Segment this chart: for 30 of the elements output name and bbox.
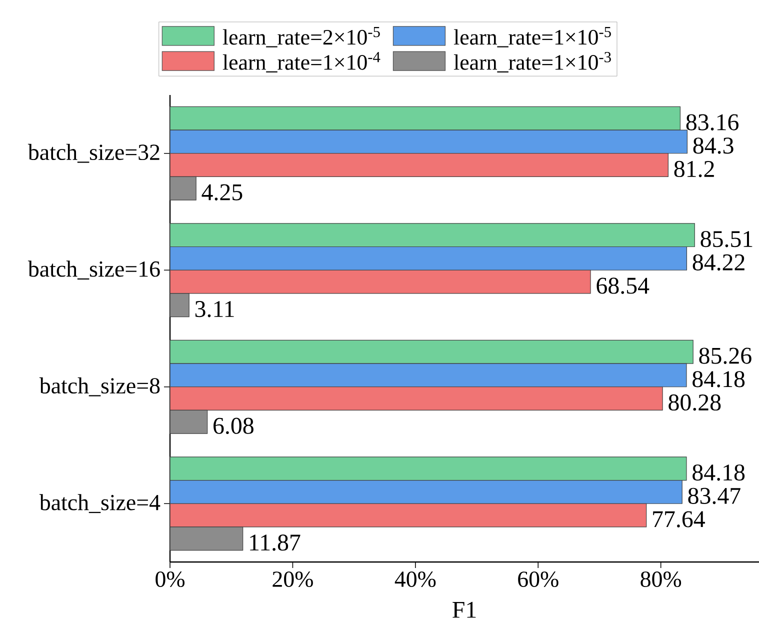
x-tick-label: 40% xyxy=(394,572,436,588)
data-label: 11.87 xyxy=(250,534,300,551)
data-label: 4.25 xyxy=(202,184,242,200)
data-label: 77.64 xyxy=(653,511,705,528)
legend-label: learn_rate=2×10$^{-5}$ xyxy=(222,26,380,48)
data-label: 85.51 xyxy=(700,230,752,248)
data-label: 80.28 xyxy=(668,394,721,411)
y-tick-label: batch_size=32 xyxy=(28,144,160,163)
data-label: 84.18 xyxy=(692,371,745,388)
data-label: 84.3 xyxy=(693,138,734,154)
x-tick-label: 20% xyxy=(272,572,313,588)
y-tick-label: batch_size=8 xyxy=(39,377,160,396)
y-tick-label: batch_size=4 xyxy=(39,494,160,514)
data-label: 85.26 xyxy=(699,348,752,364)
data-label: 68.54 xyxy=(596,278,650,294)
legend-label: learn_rate=1×10$^{-3}$ xyxy=(454,52,611,72)
data-label: 83.47 xyxy=(688,488,740,504)
x-tick-label: 60% xyxy=(518,572,558,588)
x-tick-label: 0% xyxy=(156,572,185,588)
data-label: 6.08 xyxy=(214,418,254,434)
data-label: 83.16 xyxy=(686,114,738,130)
legend-label: learn_rate=1×10$^{-5}$ xyxy=(454,26,611,48)
x-tick-label: 80% xyxy=(640,572,682,588)
legend-label: learn_rate=1×10$^{-4}$ xyxy=(222,52,380,72)
data-label: 84.18 xyxy=(692,464,745,481)
y-tick-label: batch_size=16 xyxy=(28,260,160,280)
data-label: 3.11 xyxy=(195,301,234,318)
data-label: 81.2 xyxy=(674,160,714,178)
x-axis-title: F1 xyxy=(452,602,476,618)
data-label: 84.22 xyxy=(692,254,744,271)
